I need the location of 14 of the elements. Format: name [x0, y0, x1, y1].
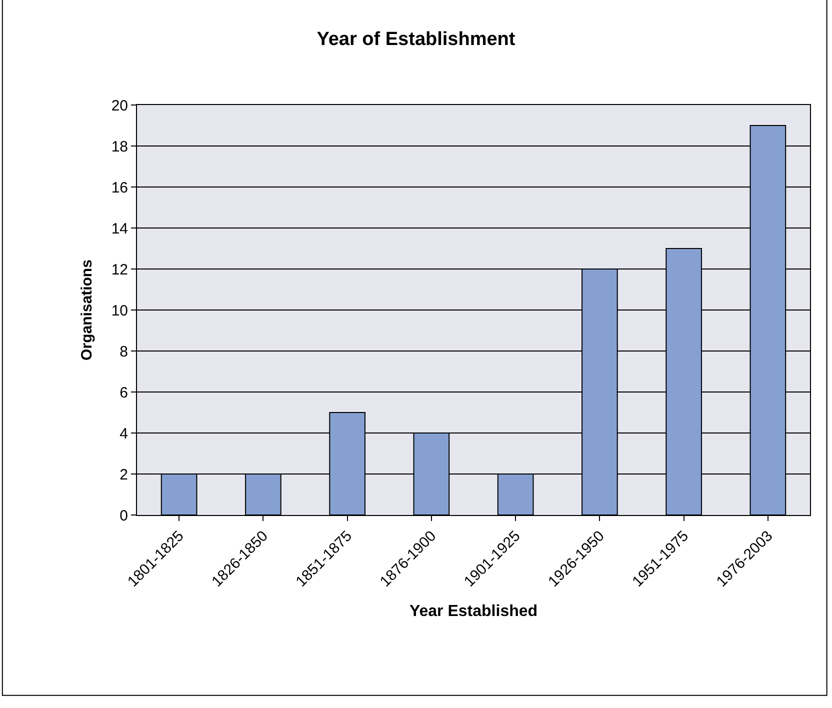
y-tick-label: 2 [120, 466, 128, 484]
y-tick-label: 10 [111, 302, 128, 320]
y-tick-label: 12 [111, 261, 128, 278]
y-tick-label: 4 [120, 425, 128, 442]
y-tick-label: 0 [120, 507, 128, 524]
chart-title: Year of Establishment [316, 29, 516, 50]
y-tick-label: 8 [120, 343, 128, 360]
y-tick-label: 6 [120, 384, 128, 402]
x-axis-title: Year Established [409, 603, 538, 620]
y-tick-label: 20 [111, 97, 128, 114]
y-tick-label: 14 [111, 220, 128, 238]
y-tick-label: 18 [111, 138, 128, 156]
y-tick-label: 16 [111, 179, 128, 196]
y-axis-title: Organisations [78, 260, 96, 360]
